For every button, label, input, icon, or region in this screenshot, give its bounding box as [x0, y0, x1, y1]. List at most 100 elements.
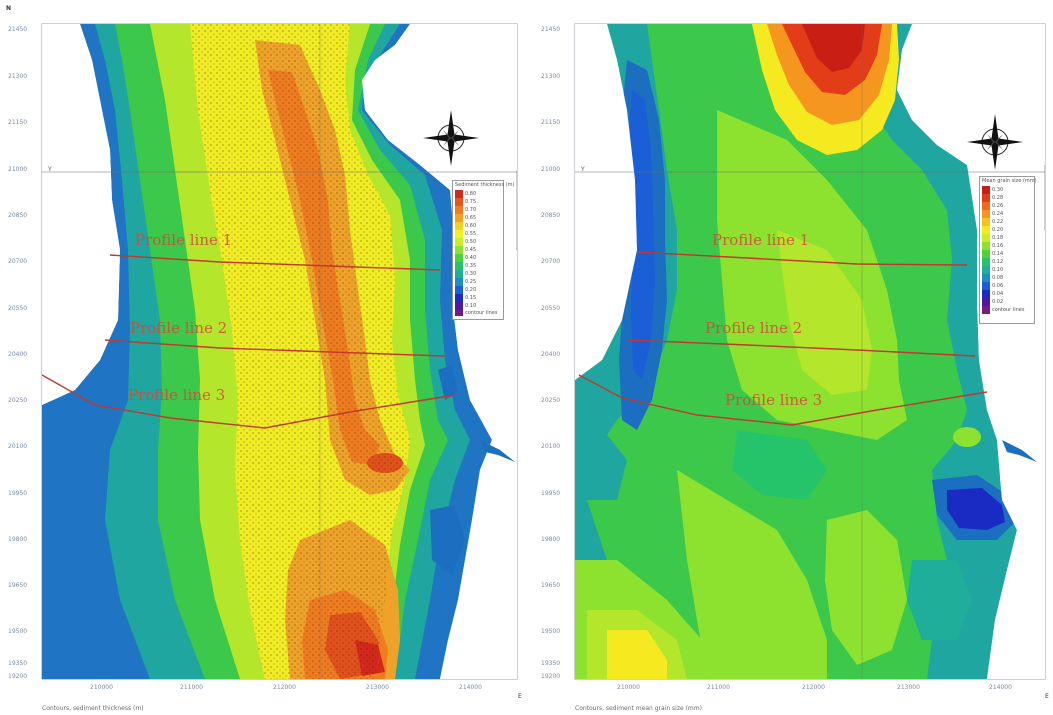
legend-swatch — [982, 234, 990, 242]
y-tick: 20400 — [541, 351, 561, 358]
legend-swatch — [455, 254, 463, 262]
profile-label-1: Profile line 1 — [135, 231, 233, 249]
legend-swatch — [982, 202, 990, 210]
legend-label: 0.50 — [465, 239, 477, 245]
legend-swatch — [982, 298, 990, 306]
y-tick: 20550 — [8, 305, 28, 312]
legend-swatch — [982, 194, 990, 202]
legend: Mean grain size (mm) 0.30 0.28 0.26 0.24… — [979, 176, 1037, 324]
y-tick: 19950 — [8, 490, 28, 497]
y-tick: 21150 — [8, 119, 28, 126]
y-tick: 19650 — [8, 582, 28, 589]
legend-label: 0.70 — [465, 207, 477, 213]
legend-label: 0.35 — [465, 263, 477, 269]
legend-label: 0.12 — [992, 259, 1004, 265]
legend-swatch — [455, 286, 463, 294]
legend-label: 0.08 — [992, 275, 1004, 281]
legend-label: 0.02 — [992, 299, 1004, 305]
x-tick: 214000 — [989, 684, 1012, 691]
legend-swatch — [455, 230, 463, 238]
y-tick: 20100 — [541, 443, 561, 450]
profile-label-2: Profile line 2 — [705, 319, 803, 337]
legend-swatch — [982, 290, 990, 298]
y-tick: 20100 — [8, 443, 28, 450]
legend-swatch — [982, 274, 990, 282]
legend-label: 0.20 — [465, 287, 477, 293]
legend-label: 0.16 — [992, 243, 1004, 249]
legend-swatch — [455, 270, 463, 278]
x-tick: 211000 — [707, 684, 730, 691]
y-tick: 20850 — [541, 212, 561, 219]
y-tick: 20700 — [541, 258, 561, 265]
north-arrow-icon — [967, 114, 1023, 170]
legend-swatch — [455, 302, 463, 310]
y-tick: 19350 — [541, 660, 561, 667]
x-tick: 212000 — [802, 684, 825, 691]
sediment-thickness-contours — [42, 24, 517, 679]
x-tick: 214000 — [459, 684, 482, 691]
legend-label: 0.22 — [992, 219, 1004, 225]
map-caption: Contours, sediment thickness (m) — [42, 705, 144, 712]
x-tick: 213000 — [366, 684, 389, 691]
legend-title: Mean grain size (mm) — [982, 178, 1037, 184]
y-tick: 19500 — [541, 628, 561, 635]
legend-title: Sediment thickness (m) — [455, 182, 515, 188]
legend-label: 0.80 — [465, 191, 477, 197]
legend-label: 0.30 — [992, 187, 1004, 193]
legend-label: 0.10 — [992, 267, 1004, 273]
y-tick: 20850 — [8, 212, 28, 219]
legend-label: 0.65 — [465, 215, 477, 221]
legend-label: contour lines — [992, 307, 1025, 313]
legend-swatch — [982, 242, 990, 250]
map-canvas-left — [41, 23, 518, 680]
legend-label: 0.40 — [465, 255, 477, 261]
profile-label-3: Profile line 3 — [725, 391, 823, 409]
legend-label: 0.15 — [465, 295, 477, 301]
legend-swatch — [982, 210, 990, 218]
y-tick: 21450 — [8, 26, 28, 33]
legend-label: 0.14 — [992, 251, 1004, 257]
legend-label: 0.20 — [992, 227, 1004, 233]
legend-swatch — [982, 250, 990, 258]
map-panel-left: Y N 21450 21300 21150 21000 20850 20700 … — [6, 5, 522, 712]
legend-label: 0.18 — [992, 235, 1004, 241]
legend-swatch — [982, 306, 990, 314]
legend-swatch — [982, 282, 990, 290]
profile-label-2: Profile line 2 — [130, 319, 228, 337]
y-tick: 19350 — [8, 660, 28, 667]
legend-label: contour lines — [465, 310, 498, 316]
legend-label: 0.45 — [465, 247, 477, 253]
legend-label: 0.30 — [465, 271, 477, 277]
legend-label: 0.04 — [992, 291, 1004, 297]
y-tick: 21300 — [541, 73, 561, 80]
map-caption: Contours, sediment mean grain size (mm) — [575, 705, 702, 712]
legend-swatch — [982, 186, 990, 194]
y-tick: 20700 — [8, 258, 28, 265]
legend-swatch — [982, 258, 990, 266]
y-tick: 19200 — [8, 673, 28, 680]
legend-swatch — [455, 310, 463, 316]
x-tick: 210000 — [90, 684, 113, 691]
x-tick: 210000 — [617, 684, 640, 691]
y-tick: 19500 — [8, 628, 28, 635]
y-tick: 19950 — [541, 490, 561, 497]
legend: Sediment thickness (m) 0.80 0.75 0.70 0.… — [452, 180, 514, 320]
y-tick: 20400 — [8, 351, 28, 358]
profile-label-3: Profile line 3 — [128, 386, 226, 404]
legend-swatch — [455, 190, 463, 198]
legend-label: 0.28 — [992, 195, 1004, 201]
profile-label-1: Profile line 1 — [712, 231, 810, 249]
y-tick: 19200 — [541, 673, 561, 680]
grid-label: Y — [581, 166, 585, 173]
corner-label: N — [6, 5, 12, 12]
grain-size-contours — [575, 24, 1045, 679]
x-tick: 212000 — [273, 684, 296, 691]
legend-swatch — [455, 198, 463, 206]
y-tick: 20250 — [8, 397, 28, 404]
legend-swatch — [455, 214, 463, 222]
legend-label: 0.75 — [465, 199, 477, 205]
legend-swatch — [982, 226, 990, 234]
axis-end-label: E — [1045, 693, 1049, 700]
y-tick: 21000 — [8, 166, 28, 173]
x-tick: 211000 — [180, 684, 203, 691]
